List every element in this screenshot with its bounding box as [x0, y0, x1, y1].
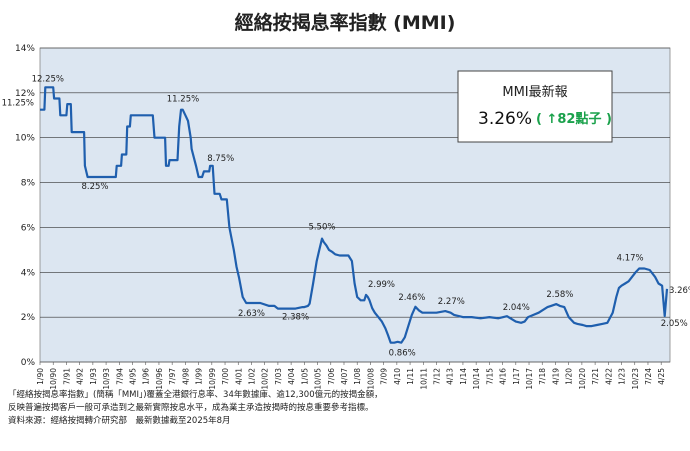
y-tick-label: 2% [21, 313, 36, 323]
data-label: 11.25% [2, 99, 34, 109]
x-tick-label: 7/03 [274, 368, 283, 385]
x-tick-label: 4/92 [76, 368, 85, 385]
data-label: 8.25% [81, 182, 108, 192]
x-tick-label: 7/91 [62, 368, 71, 385]
mmi-series-line [40, 86, 669, 344]
y-tick-label: 0% [21, 358, 36, 368]
data-label: 8.75% [207, 154, 234, 164]
x-tick-label: 1/96 [142, 368, 151, 385]
x-tick-label: 1/23 [618, 368, 627, 385]
x-tick-label: 4/10 [393, 368, 402, 385]
x-tick-label: 7/24 [644, 368, 653, 385]
data-label: 2.58% [546, 290, 573, 300]
y-tick-label: 6% [21, 223, 36, 233]
y-tick-label: 4% [21, 268, 36, 278]
data-label: 2.05% [661, 319, 688, 329]
x-tick-label: 7/09 [380, 368, 389, 385]
x-tick-label: 1/90 [36, 368, 45, 385]
x-tick-label: 1/02 [247, 368, 256, 385]
mmi-latest-title: MMI最新報 [502, 84, 567, 100]
footnote-description: 反映普遍按揭客戶一般可承造到之最新實際按息水平，成為業主承造按揭時的按息重要參考… [8, 403, 374, 413]
x-tick-label: 4/01 [234, 368, 243, 385]
mmi-latest-change: ( ↑82點子 ) [536, 111, 612, 127]
x-tick-label: 1/14 [459, 368, 468, 385]
x-tick-label: 4/25 [657, 368, 666, 385]
series-layer [40, 86, 669, 344]
data-label: 3.26% [669, 286, 690, 296]
data-label: 2.38% [282, 313, 309, 323]
mmi-latest-box: MMI最新報 3.26% ( ↑82點子 ) [457, 70, 613, 143]
x-tick-label: 4/04 [287, 368, 296, 385]
data-label: 4.17% [617, 253, 644, 263]
x-tick-label: 10/96 [155, 368, 164, 390]
x-tick-label: 4/07 [340, 368, 349, 385]
footnotes: 「經絡按揭息率指數」(簡稱「MMI」)覆蓋全港銀行息率、34年數據庫、逾12,3… [8, 389, 684, 428]
x-tick-label: 1/20 [565, 368, 574, 385]
x-tick-label: 1/99 [195, 368, 204, 385]
x-tick-label: 7/94 [115, 368, 124, 385]
x-tick-label: 10/99 [208, 368, 217, 390]
x-tick-label: 4/22 [604, 368, 613, 385]
x-tick-label: 1/17 [512, 368, 521, 385]
data-label: 5.50% [308, 223, 335, 233]
footnote-source: 資料來源：經絡按揭轉介研究部 最新數據截至2025年8月 [8, 416, 231, 426]
x-tick-label: 7/21 [591, 368, 600, 385]
y-tick-label: 12% [15, 89, 35, 99]
x-tick-label: 7/00 [221, 368, 230, 385]
x-tick-label: 10/90 [49, 368, 58, 390]
data-label: 2.04% [503, 303, 530, 313]
x-tick-label: 10/20 [578, 368, 587, 390]
y-axis-ticks: 0% 2% 4% 6% 8% 10% 12% 14% [15, 44, 35, 368]
footnote-definition: 「經絡按揭息率指數」(簡稱「MMI」)覆蓋全港銀行息率、34年數據庫、逾12,3… [8, 390, 383, 400]
x-tick-label: 7/06 [327, 368, 336, 385]
x-tick-label: 4/19 [551, 368, 560, 385]
x-tick-label: 10/02 [261, 368, 270, 390]
chart-title: 經絡按揭息率指數 (MMI) [235, 11, 456, 34]
x-tick-label: 4/98 [181, 368, 190, 385]
x-axis-ticks: 1/90 10/90 7/91 4/92 1/93 10/93 7/94 4/95 1/96 10… [36, 362, 666, 390]
data-label: 2.27% [438, 297, 465, 307]
x-tick-label: 7/18 [538, 368, 547, 385]
x-tick-label: 1/05 [300, 368, 309, 385]
x-tick-label: 7/12 [433, 368, 442, 385]
mmi-latest-box-frame [457, 70, 613, 143]
data-label: 0.86% [389, 349, 416, 359]
data-label: 12.25% [32, 74, 64, 84]
data-label: 11.25% [167, 95, 199, 105]
data-label: 2.99% [368, 280, 395, 290]
x-tick-label: 1/08 [353, 368, 362, 385]
x-tick-label: 10/23 [631, 368, 640, 390]
x-tick-label: 1/11 [406, 368, 415, 385]
x-tick-label: 10/14 [472, 368, 481, 390]
x-tick-label: 10/11 [419, 368, 428, 390]
x-tick-label: 4/13 [446, 368, 455, 385]
x-tick-label: 10/08 [366, 368, 375, 390]
x-tick-label: 1/93 [89, 368, 98, 385]
x-tick-label: 10/17 [525, 368, 534, 390]
data-label: 2.63% [238, 309, 265, 319]
y-tick-label: 10% [15, 134, 35, 144]
x-tick-label: 10/05 [314, 368, 323, 390]
annotation-layer: 12.25% 11.25% 8.25% 11.25% 8.75% 2.63% 2.38% 5.… [2, 74, 690, 358]
x-tick-label: 7/97 [168, 368, 177, 385]
data-label: 2.46% [398, 293, 425, 303]
x-tick-label: 10/93 [102, 368, 111, 390]
mmi-latest-value: 3.26% [478, 109, 532, 129]
y-tick-label: 8% [21, 179, 36, 189]
x-tick-label: 7/15 [485, 368, 494, 385]
x-tick-label: 4/16 [499, 368, 508, 385]
x-tick-label: 4/95 [129, 368, 138, 385]
y-tick-label: 14% [15, 44, 35, 54]
